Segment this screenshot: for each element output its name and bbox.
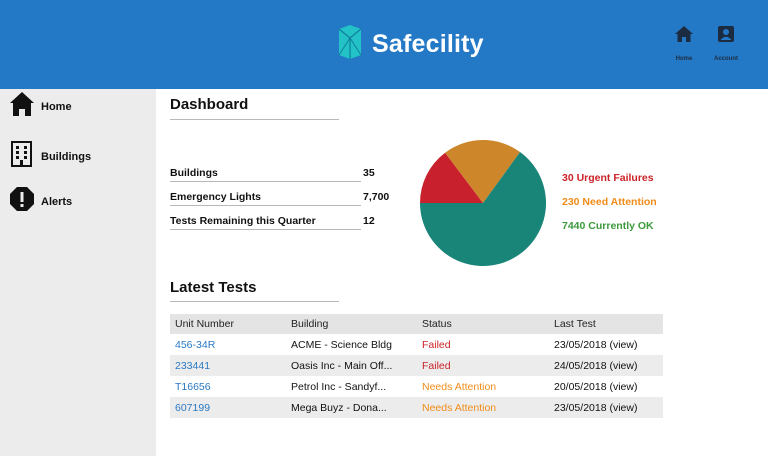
sidebar-item-label: Alerts — [41, 195, 73, 208]
top-nav-account[interactable]: Account — [711, 24, 741, 62]
home-icon — [674, 24, 694, 49]
table-row: 607199 Mega Buyz - Dona... Needs Attenti… — [170, 397, 663, 418]
dashboard-title: Dashboard — [170, 96, 249, 113]
top-bar: Safecility Home Account — [0, 0, 768, 89]
pie-slice-urgent-failures — [420, 152, 483, 203]
status-cell: Failed — [422, 338, 451, 351]
sidebar-item-home[interactable]: Home — [9, 91, 72, 122]
stat-label: Buildings — [170, 167, 218, 179]
last-test-view-link[interactable]: 20/05/2018 (view) — [554, 380, 638, 393]
latest-tests-title: Latest Tests — [170, 279, 257, 296]
status-pie-chart — [420, 140, 546, 266]
stat-row-buildings: Buildings 35 — [170, 164, 400, 182]
stat-row-tests-remaining: Tests Remaining this Quarter 12 — [170, 212, 400, 230]
stat-row-emergency-lights: Emergency Lights 7,700 — [170, 188, 400, 206]
stat-value: 7,700 — [363, 191, 390, 203]
pie-slice-need-attention — [445, 140, 521, 203]
account-icon — [716, 24, 736, 49]
pie-slice-currently-ok — [420, 152, 546, 266]
sidebar: Home Buildings Alerts — [0, 89, 156, 456]
table-header-row: Unit Number Building Status Last Test — [170, 314, 663, 334]
app-name: Safecility — [372, 30, 484, 58]
unit-number-link[interactable]: 607199 — [175, 401, 211, 414]
stat-label: Tests Remaining this Quarter — [170, 215, 316, 227]
alert-icon — [9, 186, 35, 217]
column-header-building[interactable]: Building — [291, 318, 329, 330]
column-header-status[interactable]: Status — [422, 318, 452, 330]
sidebar-item-label: Buildings — [41, 150, 92, 163]
table-row: 456-34R ACME - Science Bldg Failed 23/05… — [170, 334, 663, 355]
divider — [170, 301, 339, 302]
divider — [170, 119, 339, 120]
divider — [170, 229, 361, 230]
safecility-logo — [337, 24, 363, 65]
column-header-unit-number[interactable]: Unit Number — [175, 318, 234, 330]
sidebar-item-buildings[interactable]: Buildings — [9, 141, 91, 172]
building-icon — [9, 141, 35, 172]
unit-number-link[interactable]: 233441 — [175, 359, 211, 372]
stat-label: Emergency Lights — [170, 191, 262, 203]
last-test-view-link[interactable]: 23/05/2018 (view) — [554, 401, 638, 414]
unit-number-link[interactable]: T16656 — [175, 380, 211, 393]
status-cell: Needs Attention — [422, 380, 497, 393]
legend-currently-ok: 7440 Currently OK — [562, 220, 654, 232]
last-test-view-link[interactable]: 23/05/2018 (view) — [554, 338, 638, 351]
unit-number-link[interactable]: 456-34R — [175, 338, 216, 351]
column-header-last-test[interactable]: Last Test — [554, 318, 596, 330]
status-cell: Failed — [422, 359, 451, 372]
home-icon — [9, 91, 35, 122]
status-cell: Needs Attention — [422, 401, 497, 414]
top-nav-account-label: Account — [714, 56, 738, 62]
divider — [170, 181, 361, 182]
building-cell: Oasis Inc - Main Off... — [291, 359, 393, 372]
building-cell: Mega Buyz - Dona... — [291, 401, 387, 414]
table-row: 233441 Oasis Inc - Main Off... Failed 24… — [170, 355, 663, 376]
table-row: T16656 Petrol Inc - Sandyf... Needs Atte… — [170, 376, 663, 397]
sidebar-item-label: Home — [41, 100, 72, 113]
top-nav-home[interactable]: Home — [672, 24, 696, 62]
building-cell: ACME - Science Bldg — [291, 338, 392, 351]
legend-need-attention: 230 Need Attention — [562, 196, 657, 208]
divider — [170, 205, 361, 206]
sidebar-item-alerts[interactable]: Alerts — [9, 186, 72, 217]
legend-urgent-failures: 30 Urgent Failures — [562, 172, 654, 184]
top-nav-home-label: Home — [675, 56, 693, 62]
building-cell: Petrol Inc - Sandyf... — [291, 380, 387, 393]
stat-value: 35 — [363, 167, 375, 179]
last-test-view-link[interactable]: 24/05/2018 (view) — [554, 359, 638, 372]
brand[interactable]: Safecility — [337, 24, 484, 65]
stat-value: 12 — [363, 215, 375, 227]
latest-tests-table: Unit Number Building Status Last Test 45… — [170, 314, 663, 418]
